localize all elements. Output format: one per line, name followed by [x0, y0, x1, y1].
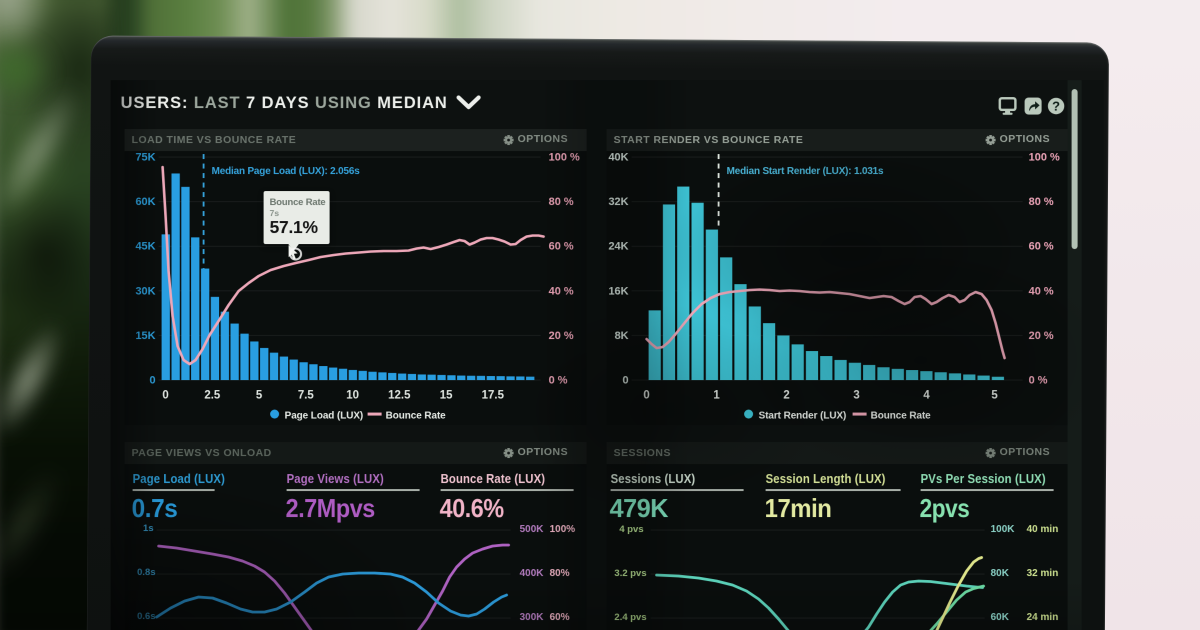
svg-text:0 %: 0 %	[1029, 374, 1048, 386]
svg-text:2: 2	[783, 389, 789, 401]
svg-text:17.5: 17.5	[482, 389, 505, 401]
svg-text:8K: 8K	[615, 329, 629, 341]
svg-text:0: 0	[149, 374, 155, 386]
svg-text:Bounce Rate: Bounce Rate	[386, 410, 447, 421]
svg-text:100 %: 100 %	[1029, 151, 1060, 163]
svg-text:Bounce Rate: Bounce Rate	[871, 410, 932, 421]
svg-text:40 %: 40 %	[549, 284, 574, 296]
svg-text:100 %: 100 %	[549, 151, 580, 163]
svg-text:40K: 40K	[608, 151, 628, 163]
svg-text:16K: 16K	[608, 284, 628, 296]
svg-text:0 %: 0 %	[549, 374, 568, 386]
svg-text:5: 5	[256, 389, 263, 401]
svg-text:7.5: 7.5	[298, 389, 315, 401]
svg-text:Median Page Load (LUX): 2.056s: Median Page Load (LUX): 2.056s	[212, 165, 361, 176]
svg-text:1: 1	[713, 389, 720, 401]
svg-text:80 %: 80 %	[549, 195, 574, 207]
svg-text:3: 3	[853, 389, 859, 401]
svg-text:15: 15	[440, 389, 453, 401]
svg-text:75K: 75K	[135, 151, 155, 163]
svg-text:5: 5	[991, 389, 998, 401]
svg-text:30K: 30K	[135, 284, 155, 296]
svg-text:0: 0	[622, 374, 628, 386]
svg-text:?: ?	[1052, 98, 1060, 113]
svg-text:40 %: 40 %	[1029, 284, 1054, 296]
svg-text:45K: 45K	[135, 240, 155, 252]
svg-text:24K: 24K	[608, 240, 628, 252]
svg-text:15K: 15K	[135, 329, 155, 341]
svg-text:2.5: 2.5	[204, 389, 221, 401]
svg-text:12.5: 12.5	[388, 389, 411, 401]
svg-text:0: 0	[643, 389, 649, 401]
svg-text:0: 0	[162, 389, 168, 401]
svg-text:Page Load (LUX): Page Load (LUX)	[285, 410, 364, 421]
svg-text:60 %: 60 %	[1029, 240, 1054, 252]
svg-text:Median Start Render (LUX): 1.0: Median Start Render (LUX): 1.031s	[727, 165, 884, 176]
svg-text:Start Render (LUX): Start Render (LUX)	[759, 410, 847, 421]
svg-text:32K: 32K	[608, 195, 628, 207]
svg-text:10: 10	[346, 389, 359, 401]
svg-text:80 %: 80 %	[1029, 195, 1054, 207]
svg-text:20 %: 20 %	[1029, 329, 1054, 341]
svg-text:60K: 60K	[135, 195, 155, 207]
svg-text:20 %: 20 %	[549, 329, 574, 341]
svg-text:60 %: 60 %	[549, 240, 574, 252]
svg-text:4: 4	[923, 389, 930, 401]
